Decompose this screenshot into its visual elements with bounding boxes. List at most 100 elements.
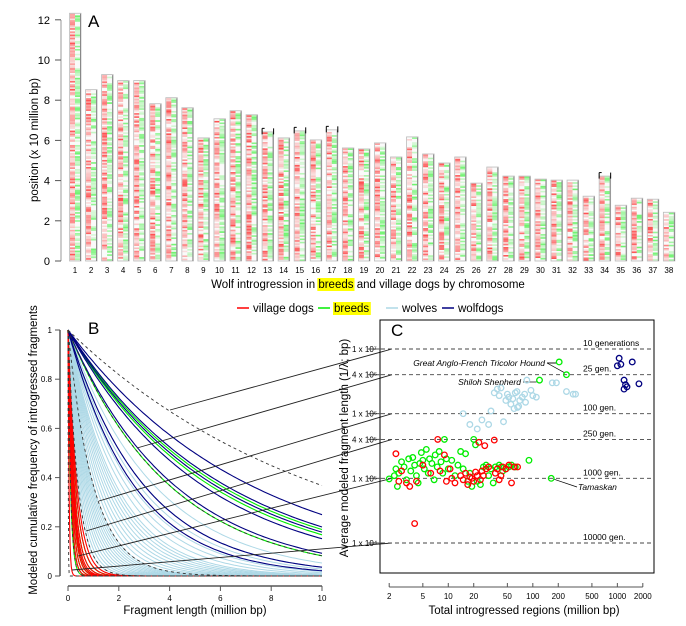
village-dog-stripe — [455, 239, 461, 241]
village-dog-stripe — [118, 89, 124, 91]
breed-stripe — [235, 194, 241, 197]
breed-stripe — [331, 179, 337, 182]
breed-stripe — [219, 240, 225, 243]
breed-stripe — [620, 232, 626, 235]
breed-stripe — [331, 219, 337, 222]
village-dog-stripe — [102, 107, 108, 109]
village-dog-stripe — [487, 185, 493, 187]
village-dog-stripe — [262, 159, 268, 162]
village-dog-stripe — [214, 216, 220, 219]
village-dog-stripe — [326, 200, 332, 203]
village-dog-stripe — [198, 155, 204, 158]
village-dog-stripe — [134, 162, 140, 165]
village-dog-stripe — [647, 247, 653, 250]
village-dog-stripe — [599, 246, 605, 249]
village-dog-stripe — [310, 247, 316, 250]
village-dog-stripe — [166, 197, 172, 199]
breed-stripe — [267, 180, 273, 182]
village-dog-stripe — [70, 18, 75, 21]
village-dog-stripe — [86, 102, 92, 105]
x-tick-label: 28 — [504, 266, 513, 275]
village-dog-stripe — [118, 213, 124, 216]
village-dog-stripe — [150, 235, 156, 238]
breed-stripe — [219, 234, 225, 237]
breed-stripe — [492, 175, 498, 178]
breed-stripe — [588, 243, 594, 245]
panel-b-label: B — [88, 319, 99, 338]
village-dog-stripe — [551, 188, 557, 191]
village-dog-stripe — [134, 98, 140, 101]
village-dog-stripe — [631, 245, 637, 247]
village-dog-stripe — [407, 199, 413, 202]
breed-stripe — [620, 228, 626, 230]
breed-stripe — [412, 175, 418, 178]
village-dog-stripe — [198, 183, 204, 185]
village-dog-stripe — [278, 141, 284, 144]
village-dog-stripe — [358, 247, 364, 249]
legend-item-wolfdogs: wolfdogs — [442, 303, 504, 315]
breed-stripe — [283, 179, 289, 182]
y-tick-label: 2 — [44, 216, 50, 228]
breed-stripe — [412, 151, 418, 154]
village-dog-stripe — [326, 210, 332, 212]
breed-stripe — [251, 161, 257, 164]
breed-stripe — [75, 256, 80, 259]
breed-stripe — [315, 255, 321, 258]
breed-stripe — [508, 194, 514, 196]
breed-stripe — [235, 116, 241, 118]
village-dog-stripe — [278, 250, 284, 252]
point-breeds — [402, 476, 410, 484]
breed-stripe — [139, 226, 145, 229]
breed-stripe — [315, 242, 321, 245]
breed-stripe — [139, 149, 145, 152]
breed-stripe — [444, 193, 450, 196]
village-dog-stripe — [230, 178, 236, 181]
village-dog-stripe — [118, 151, 124, 154]
breed-stripe — [123, 111, 129, 114]
village-dog-stripe — [519, 190, 525, 193]
breed-stripe — [315, 154, 321, 157]
village-dog-stripe — [439, 241, 445, 244]
village-dog-stripe — [374, 180, 380, 182]
village-dog-stripe — [423, 176, 429, 179]
village-dog-stripe — [326, 203, 332, 206]
breed-stripe — [476, 242, 482, 245]
breed-stripe — [267, 253, 273, 256]
breed-stripe — [139, 231, 145, 234]
breed-stripe — [508, 226, 514, 228]
breed-stripe — [636, 221, 642, 223]
point-wolves — [478, 416, 486, 424]
village-dog-stripe — [246, 241, 252, 244]
village-dog-stripe — [535, 232, 541, 234]
breed-stripe — [492, 196, 498, 198]
breed-stripe — [123, 159, 129, 162]
breed-stripe — [155, 245, 161, 247]
village-dog-stripe — [374, 223, 380, 226]
village-dog-stripe — [374, 170, 380, 173]
village-dog-stripe — [583, 228, 589, 231]
village-dog-stripe — [519, 258, 525, 260]
village-dog-stripe — [294, 200, 300, 202]
breed-stripe — [171, 176, 177, 179]
breed-stripe — [219, 200, 225, 203]
breed-stripe — [123, 138, 129, 141]
village-dog-stripe — [86, 248, 92, 251]
breed-stripe — [460, 160, 466, 163]
breed-stripe — [460, 191, 466, 193]
breed-stripe — [652, 236, 658, 239]
village-dog-stripe — [647, 244, 653, 247]
village-dog-stripe — [134, 236, 140, 238]
village-dog-stripe — [102, 204, 108, 207]
breed-stripe — [251, 126, 257, 129]
village-dog-stripe — [198, 160, 204, 163]
village-dog-stripe — [262, 177, 268, 179]
village-dog-stripe — [134, 173, 140, 176]
village-dog-stripe — [134, 101, 140, 104]
breed-stripe — [235, 133, 241, 136]
breed-stripe — [315, 204, 321, 206]
village-dog-stripe — [166, 170, 172, 172]
breed-stripe — [267, 225, 273, 227]
village-dog-stripe — [70, 44, 75, 46]
breed-stripe — [331, 154, 337, 156]
village-dog-stripe — [358, 179, 364, 182]
